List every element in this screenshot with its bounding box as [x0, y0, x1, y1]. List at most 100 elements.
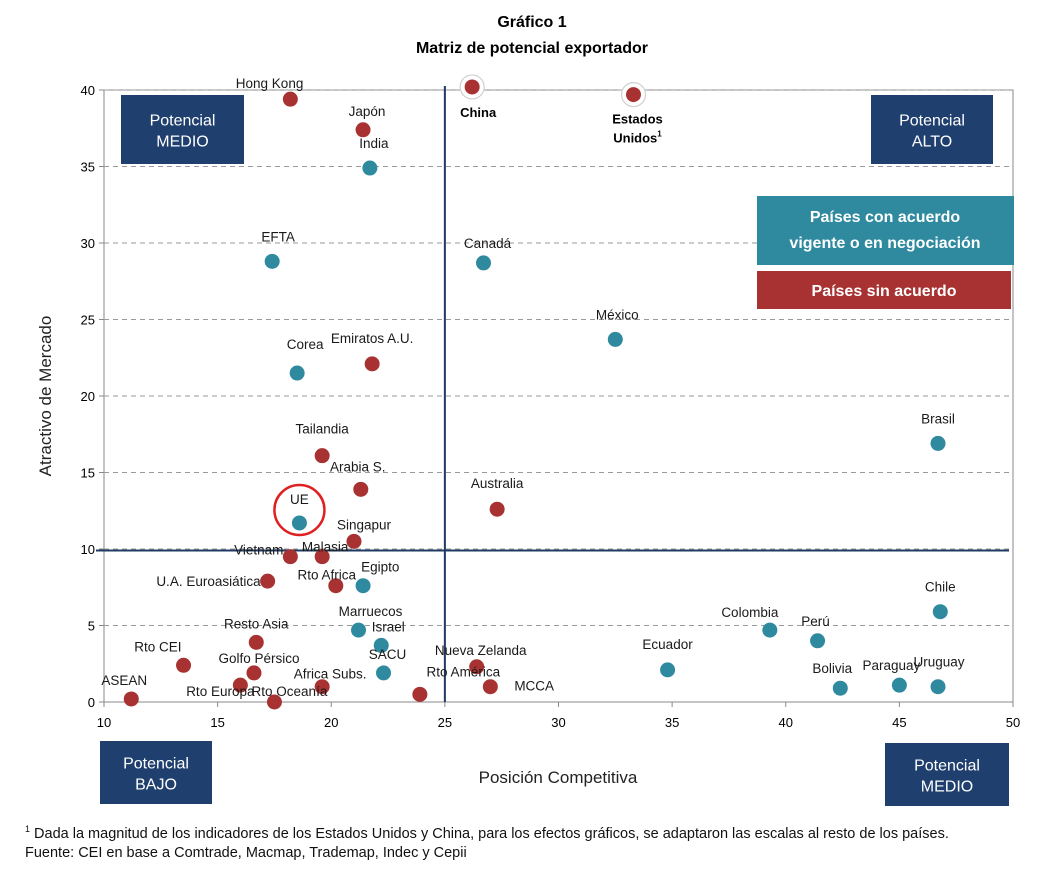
highlight-ring-ue	[273, 483, 326, 537]
y-tick-label-20: 20	[81, 389, 95, 404]
point-label-sacu: SACU	[369, 647, 407, 662]
quadrant-label-bottom-right: Potencial	[914, 758, 980, 775]
point-label-tailandia: Tailandia	[296, 422, 350, 437]
point-ue	[291, 515, 307, 531]
legend-agreement-box	[757, 196, 1014, 265]
point-label-rto-cei: Rto CEI	[134, 639, 181, 654]
point-brasil	[930, 435, 946, 451]
x-tick-label-20: 20	[324, 715, 338, 730]
point-label-uruguay: Uruguay	[913, 655, 964, 670]
point-label-china: China	[460, 105, 497, 120]
quadrant-box-top-right	[871, 95, 993, 164]
y-tick-label-0: 0	[88, 695, 95, 710]
point-asean	[123, 691, 139, 707]
point-label2-estados: Unidos1	[613, 130, 662, 146]
quadrant-level-top-right: ALTO	[912, 134, 952, 151]
point-label-canad-: Canadá	[464, 236, 512, 251]
y-axis-label: Atractivo de Mercado	[36, 316, 55, 477]
point-rto-cei	[176, 657, 192, 673]
y-tick-label-40: 40	[81, 83, 95, 98]
point-emiratos-a-u-	[364, 356, 380, 372]
axis-ticks: 0 5 10 15 20 25 30 35 40 10 15 20 25 30 35 40 45 50	[81, 83, 1021, 730]
point-label-estados: Estados	[612, 112, 663, 127]
quadrant-box-bottom-right	[885, 743, 1009, 806]
x-tick-label-40: 40	[779, 715, 793, 730]
quadrant-level-top-left: MEDIO	[156, 134, 208, 151]
point-label-bolivia: Bolivia	[812, 661, 852, 676]
point-rto-africa	[328, 578, 344, 594]
point-label-m-xico: México	[596, 307, 639, 322]
legend-no-agreement-label: Países sin acuerdo	[812, 283, 957, 300]
point-footnote-mark: 1	[657, 130, 662, 139]
point-m-xico	[607, 331, 623, 347]
point-india	[362, 160, 378, 176]
y-tick-label-5: 5	[88, 619, 95, 634]
point-label-brasil: Brasil	[921, 411, 955, 426]
point-label-africa-subs-: Africa Subs.	[294, 667, 367, 682]
point-singapur	[346, 533, 362, 549]
point-label-ecuador: Ecuador	[642, 637, 693, 652]
point-label-emiratos-a-u-: Emiratos A.U.	[331, 331, 414, 346]
quadrant-label-bottom-left: Potencial	[123, 756, 189, 773]
point-tailandia	[314, 448, 330, 464]
point-efta	[264, 253, 280, 269]
legend-no-agreement-box	[757, 271, 1011, 309]
point-label-u-a-euroasi-tica: U.A. Euroasiática	[156, 574, 261, 589]
y-tick-label-15: 15	[81, 466, 95, 481]
footnote-mark: 1	[25, 824, 31, 834]
quadrant-level-bottom-left: BAJO	[135, 777, 177, 794]
data-points: India EFTA Canadá México Corea Brasil UE Egipto…	[101, 74, 965, 710]
point-jap-n	[355, 122, 371, 138]
point-rto-am-rica	[482, 679, 498, 695]
point-label-rto-am-rica: Rto América	[427, 665, 501, 680]
x-tick-label-15: 15	[210, 715, 224, 730]
point-label-malasia: Malasia	[302, 540, 349, 555]
legend: Países con acuerdo vigente o en negociaci…	[757, 196, 1014, 309]
point-rto-ocean-a	[266, 694, 282, 710]
point-u-a-euroasi-tica	[260, 573, 276, 589]
point-label-jap-n: Japón	[349, 104, 386, 119]
point-label-colombia: Colombia	[721, 605, 779, 620]
point-ecuador	[660, 662, 676, 678]
y-tick-label-10: 10	[81, 542, 95, 557]
y-tick-label-30: 30	[81, 236, 95, 251]
point-label-ue: UE	[290, 492, 309, 507]
point-label-singapur: Singapur	[337, 517, 392, 532]
point-label-rto-europa: Rto Europa	[186, 684, 255, 699]
point-label-golfo-p-rsico: Golfo Pérsico	[218, 651, 299, 666]
point-vietnam	[282, 549, 298, 565]
point-label-australia: Australia	[471, 476, 524, 491]
point-per-	[810, 633, 826, 649]
point-uruguay	[930, 679, 946, 695]
quadrant-level-bottom-right: MEDIO	[921, 779, 973, 796]
point-hong-kong	[282, 91, 298, 107]
x-tick-label-10: 10	[97, 715, 111, 730]
footnote-note: 1 Dada la magnitud de los indicadores de…	[25, 820, 1045, 844]
point-label-asean: ASEAN	[101, 673, 147, 688]
x-tick-label-50: 50	[1006, 715, 1020, 730]
point-label-rto-africa: Rto Africa	[298, 568, 357, 583]
chart-subtitle: Matriz de potencial exportador	[416, 40, 648, 57]
point-egipto	[355, 578, 371, 594]
footnote-source: Fuente: CEI en base a Comtrade, Macmap, …	[25, 844, 467, 861]
point-label-hong-kong: Hong Kong	[236, 76, 304, 91]
point-label-marruecos: Marruecos	[339, 604, 403, 619]
x-tick-label-35: 35	[665, 715, 679, 730]
point-canad-	[476, 255, 492, 271]
chart-title: Gráfico 1	[497, 14, 566, 31]
point-label-arabia-s-: Arabia S.	[330, 459, 386, 474]
point-paraguay	[891, 677, 907, 693]
y-tick-label-25: 25	[81, 313, 95, 328]
x-axis-label: Posición Competitiva	[479, 768, 638, 787]
point-label-chile: Chile	[925, 580, 956, 595]
y-tick-label-35: 35	[81, 160, 95, 175]
point-corea	[289, 365, 305, 381]
point-label-resto-asia: Resto Asia	[224, 616, 289, 631]
point-rto-europa	[232, 677, 248, 693]
point-nueva-zelanda	[469, 659, 485, 675]
point-chile	[932, 604, 948, 620]
point-estados	[625, 87, 641, 103]
point-marruecos	[351, 622, 367, 638]
point-label-corea: Corea	[287, 337, 324, 352]
quadrant-box-top-left	[121, 95, 244, 164]
